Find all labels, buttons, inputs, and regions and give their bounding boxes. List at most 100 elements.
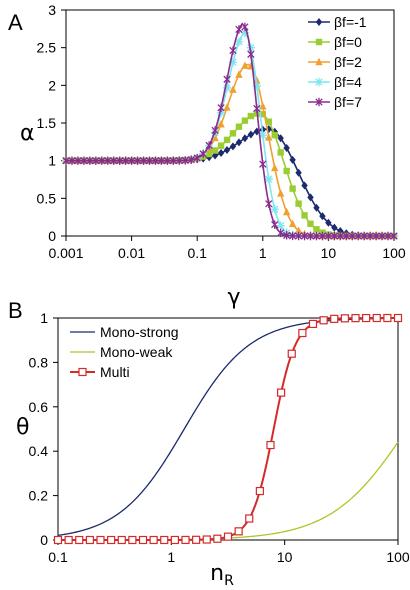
panel-a-data-point xyxy=(270,205,279,214)
panel-a-data-point xyxy=(234,37,244,47)
panel-a-data-point xyxy=(216,108,226,117)
panel-a-data-point xyxy=(247,112,255,120)
panel-a-x-tick-label: 0.001 xyxy=(48,245,83,261)
panel-a-data-point xyxy=(187,155,195,164)
panel-b-data-point xyxy=(340,314,349,323)
panel-a-data-point xyxy=(271,220,279,229)
panel-a-data-point xyxy=(121,156,130,165)
panel-a-data-point xyxy=(360,231,368,241)
panel-a-data-point xyxy=(265,133,273,141)
panel-b-data-point xyxy=(234,527,243,536)
panel-b-data-point xyxy=(170,535,179,545)
panel-b-data-point xyxy=(75,535,84,545)
panel-a-x-tick-label: 1 xyxy=(259,245,267,261)
panel-b-data-point xyxy=(85,535,94,545)
panel-a-y-tick-label: 2.5 xyxy=(37,40,57,56)
panel-a-data-point xyxy=(211,133,219,142)
panel-a-data-point xyxy=(288,219,297,228)
panel-b-data-point xyxy=(107,535,116,545)
panel-a-data-point xyxy=(205,141,213,150)
panel-a-data-point xyxy=(86,156,94,165)
panel-a-data-point xyxy=(277,149,284,156)
panel-a-data-point xyxy=(307,193,314,202)
panel-b-x-tick-label: 100 xyxy=(386,549,410,565)
panel-a-data-point xyxy=(223,145,231,154)
panel-a-data-point xyxy=(217,120,225,128)
panel-a-data-point xyxy=(271,131,278,139)
panel-b-legend: Mono-strong Mono-weak Multi xyxy=(70,324,179,380)
panel-b-data-point xyxy=(117,535,126,545)
panel-b-series-layer xyxy=(53,313,403,545)
panel-a-data-point xyxy=(241,117,249,124)
panel-b-ticks: 0 0.2 0.4 0.6 0.8 1 0.1 1 10 100 xyxy=(29,310,410,565)
panel-b-data-point xyxy=(319,316,328,325)
panel-a-data-point xyxy=(306,231,315,241)
panel-a-data-point xyxy=(259,111,266,118)
panel-a-data-point xyxy=(62,156,70,165)
panel-a-legend: βf=-1 βf=0 βf=2 βf=4 βf=7 xyxy=(308,14,367,110)
panel-a-data-point xyxy=(265,199,273,208)
panel-a-data-point xyxy=(229,142,237,151)
panel-b-data-point xyxy=(308,319,318,329)
panel-b-data-point xyxy=(213,534,222,543)
panel-a-data-point xyxy=(175,156,183,165)
panel-a: A α γ 0 0.5 1 1.5 2 2.5 3 0.001 0.01 0.1 1 10 100 βf… xyxy=(8,2,406,310)
panel-a-data-point xyxy=(253,76,261,84)
panel-b-data-point xyxy=(96,535,105,545)
panel-a-data-point xyxy=(336,231,344,241)
panel-a-series-line xyxy=(66,22,394,237)
panel-a-data-point xyxy=(229,46,237,55)
panel-a-ticks: 0 0.5 1 1.5 2 2.5 3 0.001 0.01 0.1 1 10 100 xyxy=(37,2,406,261)
panel-a-x-axis-title: γ xyxy=(227,285,240,310)
panel-a-data-point xyxy=(288,231,297,241)
panel-b-y-tick-label: 1 xyxy=(40,310,48,326)
panel-a-y-tick-label: 0 xyxy=(48,228,56,244)
panel-b: B θ nR 0 0.2 0.4 0.6 0.8 1 0.1 1 10 100 Mono-stro… xyxy=(8,298,410,589)
panel-b-x-tick-label: 10 xyxy=(277,549,293,565)
panel-a-data-point xyxy=(247,130,255,139)
panel-a-data-point xyxy=(283,144,290,153)
panel-a-series-layer xyxy=(61,22,399,241)
panel-a-legend-marker xyxy=(314,77,324,87)
panel-a-data-point xyxy=(217,103,225,112)
panel-a-data-point xyxy=(307,220,314,227)
panel-a-data-point xyxy=(110,156,118,165)
panel-b-y-tick-label: 0.8 xyxy=(29,354,49,370)
panel-a-data-point xyxy=(313,226,320,233)
panel-a-data-point xyxy=(92,156,100,165)
panel-a-data-point xyxy=(258,131,267,140)
panel-b-data-point xyxy=(372,313,381,323)
panel-b-y-axis-title: θ xyxy=(16,415,29,440)
panel-a-data-point xyxy=(229,85,237,93)
panel-a-data-point xyxy=(223,75,231,84)
panel-a-data-point xyxy=(282,207,291,216)
panel-a-data-point xyxy=(276,221,285,230)
panel-a-data-point xyxy=(253,104,261,113)
panel-a-data-point xyxy=(366,231,374,241)
panel-a-data-point xyxy=(228,58,238,67)
panel-b-data-point xyxy=(255,486,264,496)
panel-a-series-4 xyxy=(62,22,398,241)
panel-a-series-line xyxy=(66,128,394,237)
panel-a-legend-label: βf=2 xyxy=(334,54,362,70)
panel-a-data-point xyxy=(235,138,243,147)
panel-a-data-point xyxy=(301,212,308,219)
panel-b-y-tick-label: 0.4 xyxy=(29,443,49,459)
panel-b-x-axis-title: nR xyxy=(210,561,234,589)
panel-a-data-point xyxy=(342,231,350,241)
panel-a-data-point xyxy=(223,136,231,144)
panel-b-data-point xyxy=(53,535,63,545)
panel-a-legend-marker xyxy=(315,38,323,46)
panel-a-data-point xyxy=(74,156,82,165)
panel-a-data-point xyxy=(318,231,327,241)
panel-b-y-tick-label: 0 xyxy=(40,532,48,548)
panel-a-data-point xyxy=(199,149,207,159)
panel-a-data-point xyxy=(300,231,309,241)
panel-a-x-tick-label: 100 xyxy=(382,245,406,261)
panel-a-data-point xyxy=(277,228,285,238)
panel-a-y-tick-label: 1 xyxy=(48,153,56,169)
panel-a-data-point xyxy=(246,43,256,52)
panel-a-data-point xyxy=(241,134,249,143)
panel-b-data-point xyxy=(393,313,403,323)
panel-a-y-tick-label: 1.5 xyxy=(37,115,57,131)
